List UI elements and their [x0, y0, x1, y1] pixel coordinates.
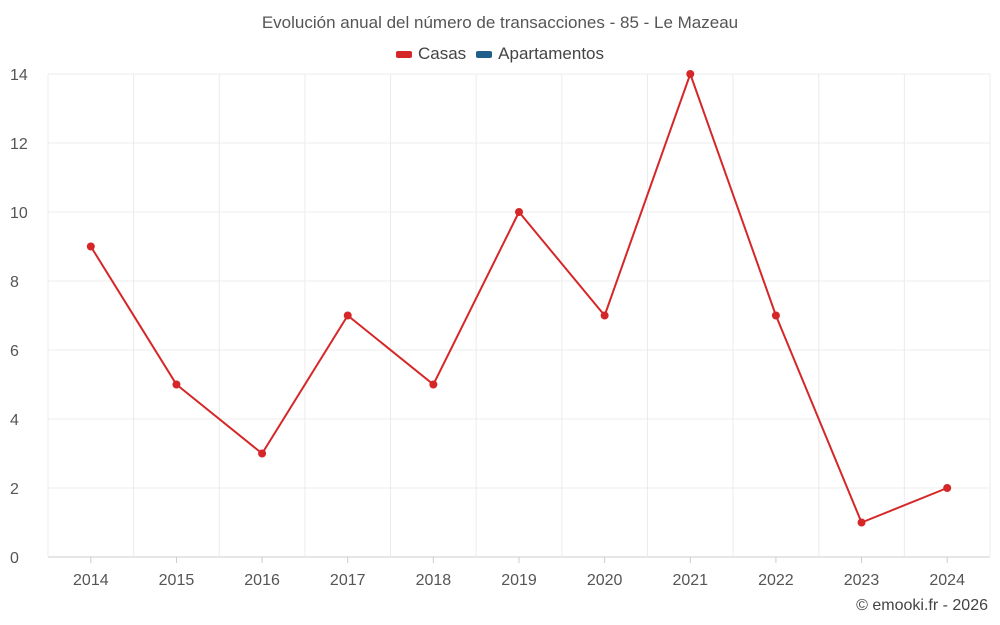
x-tick-label: 2023	[844, 572, 880, 589]
data-point	[686, 70, 695, 78]
legend-swatch-casas	[395, 50, 412, 58]
y-tick-label: 12	[10, 136, 28, 153]
data-point	[258, 449, 267, 458]
legend-label-casas: Casas	[417, 44, 467, 63]
y-tick-label: 10	[10, 205, 28, 222]
data-point	[600, 311, 609, 320]
data-point	[343, 311, 352, 320]
y-tick-label: 6	[10, 343, 19, 360]
legend-item-casas[interactable]: Casas	[395, 44, 467, 64]
data-point	[86, 242, 95, 251]
data-point	[172, 380, 181, 389]
data-point	[857, 518, 866, 527]
x-tick-label: 2014	[73, 572, 109, 589]
legend-label-apartamentos: Apartamentos	[498, 44, 605, 63]
x-tick-label: 2017	[330, 572, 366, 589]
legend-item-apartamentos[interactable]: Apartamentos	[476, 44, 604, 64]
x-tick-label: 2024	[929, 572, 965, 589]
y-tick-label: 8	[10, 274, 19, 291]
x-tick-label: 2022	[758, 572, 794, 589]
legend-swatch-apartamentos	[476, 50, 493, 58]
data-point	[429, 380, 438, 389]
copyright-footer: © emooki.fr - 2026	[856, 597, 988, 614]
data-point	[515, 208, 523, 216]
x-tick-label: 2018	[416, 572, 452, 589]
chart-title: Evolución anual del número de transaccio…	[261, 13, 739, 32]
y-tick-label: 0	[10, 550, 19, 567]
data-point	[943, 484, 952, 492]
x-tick-label: 2016	[244, 572, 280, 589]
y-tick-label: 14	[10, 67, 28, 84]
x-tick-label: 2015	[159, 572, 195, 589]
y-tick-label: 2	[10, 481, 19, 498]
x-tick-label: 2020	[587, 572, 623, 589]
legend: Casas Apartamentos	[0, 44, 1000, 64]
y-tick-label: 4	[10, 412, 19, 429]
data-point	[771, 311, 780, 320]
x-tick-label: 2019	[501, 572, 537, 589]
x-tick-label: 2021	[672, 572, 708, 589]
